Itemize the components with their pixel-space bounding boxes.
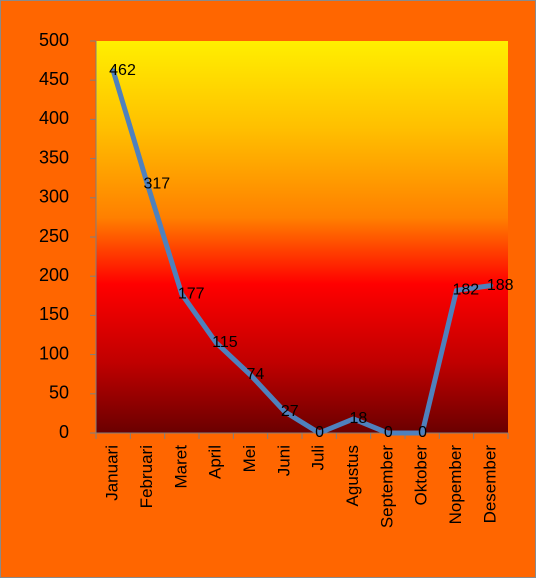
x-axis-category-labels: Januari Februari Maret April Mei Juni Juli Agus… bbox=[103, 445, 500, 529]
x-category-label: Desember bbox=[480, 445, 499, 524]
y-tick-label: 300 bbox=[39, 187, 69, 207]
y-tick-label: 150 bbox=[39, 304, 69, 324]
data-labels: 462 317 177 115 74 27 0 18 0 0 182 188 bbox=[109, 62, 513, 441]
y-tick-label: 100 bbox=[39, 343, 69, 363]
x-category-label: Juli bbox=[309, 445, 328, 471]
x-category-label: September bbox=[377, 445, 396, 528]
x-category-label: Juni bbox=[274, 445, 293, 476]
x-category-label: Oktober bbox=[412, 445, 431, 506]
data-label: 182 bbox=[453, 282, 480, 299]
series-group bbox=[110, 68, 494, 436]
data-label: 27 bbox=[281, 403, 299, 420]
x-category-label: Maret bbox=[171, 445, 190, 489]
x-category-label: Februari bbox=[137, 445, 156, 508]
y-tick-label: 500 bbox=[39, 30, 69, 50]
x-category-label: Januari bbox=[103, 445, 122, 501]
series-line bbox=[110, 68, 494, 436]
data-label: 74 bbox=[247, 366, 265, 383]
y-tick-label: 200 bbox=[39, 265, 69, 285]
data-label: 317 bbox=[144, 176, 171, 193]
y-axis-tick-labels: 0 50 100 150 200 250 300 350 400 450 500 bbox=[39, 30, 69, 442]
data-label: 0 bbox=[315, 424, 324, 441]
x-category-label: Nopember bbox=[446, 445, 465, 525]
data-label: 188 bbox=[487, 277, 514, 294]
data-label: 177 bbox=[178, 285, 205, 302]
x-category-label: Agustus bbox=[343, 445, 362, 506]
axes bbox=[90, 40, 509, 439]
y-tick-label: 400 bbox=[39, 108, 69, 128]
plot-area bbox=[96, 41, 508, 433]
data-label: 0 bbox=[384, 424, 393, 441]
x-category-label: Mei bbox=[240, 445, 259, 472]
data-label: 115 bbox=[212, 334, 238, 351]
y-tick-label: 450 bbox=[39, 69, 69, 89]
y-tick-label: 350 bbox=[39, 147, 69, 167]
data-label: 0 bbox=[418, 424, 427, 441]
y-tick-label: 250 bbox=[39, 226, 69, 246]
y-tick-label: 50 bbox=[49, 383, 69, 403]
data-label: 18 bbox=[350, 410, 368, 427]
x-category-label: April bbox=[206, 445, 225, 479]
y-tick-label: 0 bbox=[59, 422, 69, 442]
data-label: 462 bbox=[109, 62, 136, 79]
